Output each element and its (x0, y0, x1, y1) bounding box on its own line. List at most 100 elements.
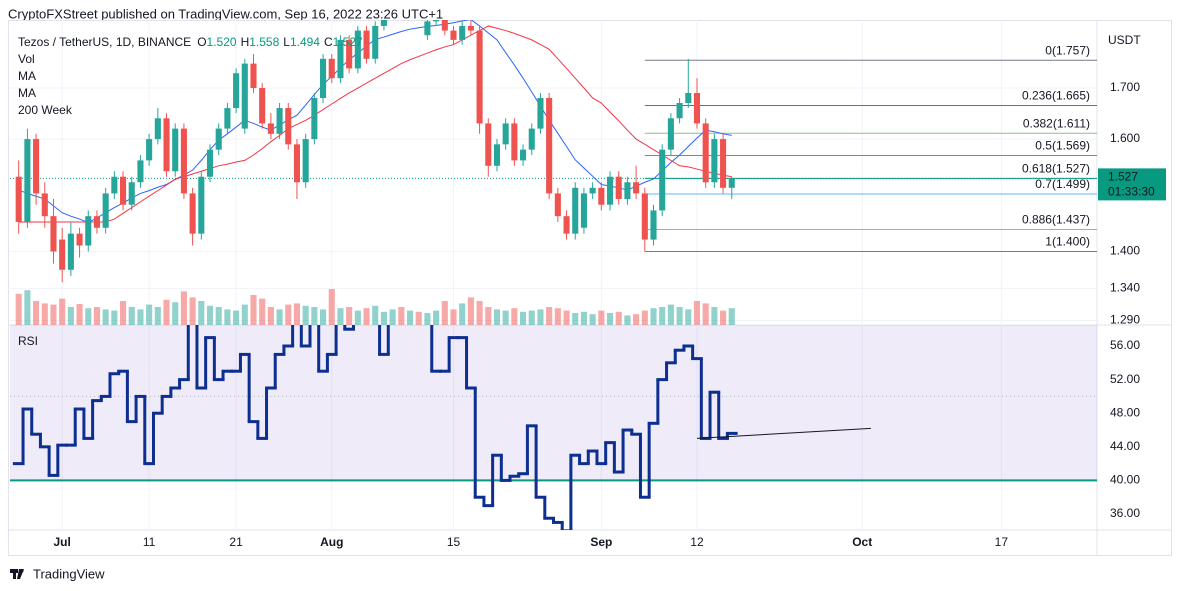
candle-body (24, 139, 31, 222)
volume-bar (59, 298, 66, 325)
volume-bar (320, 309, 327, 325)
candle-body (641, 193, 648, 240)
volume-bar (241, 304, 248, 325)
volume-bar (580, 311, 587, 325)
currency: USDT (1108, 33, 1141, 47)
volume-bar (172, 302, 179, 325)
volume-bar (528, 310, 535, 325)
candle-body (424, 21, 431, 36)
x-tick-label: 17 (995, 535, 1009, 549)
candle-body (363, 30, 370, 59)
volume-bar (406, 310, 414, 325)
volume-bar (546, 307, 553, 325)
y-tick-label: 1.290 (1110, 313, 1140, 327)
candle-body (563, 216, 570, 234)
legend-item: Vol (18, 52, 35, 66)
volume-bar (293, 303, 301, 325)
volume-bar (259, 298, 266, 325)
candle-body (493, 144, 501, 166)
candle-body (520, 149, 527, 161)
volume-bar (676, 307, 683, 325)
candle-body (267, 123, 274, 134)
candle-body (572, 187, 579, 234)
candle-body (311, 97, 318, 140)
candle-body (372, 25, 379, 59)
candle-body (633, 182, 640, 194)
volume-bar (693, 301, 701, 325)
volume-bar (624, 315, 631, 325)
volume-bar (485, 307, 492, 325)
volume-bar (433, 310, 440, 325)
candle-body (467, 25, 474, 31)
y-tick-label: 1.700 (1110, 80, 1140, 94)
candle-body (511, 123, 518, 161)
rsi-pane (10, 325, 1097, 530)
x-tick-label: 21 (229, 535, 243, 549)
x-tick-label: Oct (852, 535, 872, 549)
axes: 1.290 1.340 1.400 1.600 1.700 Jul 11 21 Aug 15 Sep… (54, 80, 1166, 549)
fib-label: 1(1.400) (1045, 235, 1090, 249)
candle-body (702, 123, 709, 183)
legend-item: MA (18, 86, 36, 100)
volume-bar (493, 309, 501, 325)
fib-label: 0(1.757) (1045, 43, 1090, 57)
y-tick-label: 1.340 (1110, 281, 1140, 295)
candle-body (685, 92, 692, 104)
candle-body (146, 139, 153, 161)
volume-bar (380, 311, 387, 325)
volume-bar (276, 309, 283, 325)
volume-bar (424, 313, 431, 325)
fib-label: 0.236(1.665) (1022, 89, 1090, 103)
price-pane: 0(1.757) 0.236(1.665) 0.382(1.611) 0.5(1.56… (10, 20, 1097, 325)
volume-bar (337, 308, 344, 325)
volume-bar (615, 311, 622, 325)
candle-body (354, 30, 361, 69)
volume-bar (189, 297, 196, 325)
candle-body (485, 123, 492, 166)
volume-bar (198, 301, 205, 325)
volume-bar (346, 307, 353, 325)
candle-body (163, 118, 170, 172)
symbol: Tezos / TetherUS, 1D, BINANCE (18, 35, 191, 49)
candle-body (720, 139, 727, 188)
candle-body (172, 128, 179, 172)
candle-body (41, 193, 48, 217)
volume-bar (659, 307, 666, 325)
volume-bar (50, 304, 57, 325)
candle-body (320, 58, 327, 98)
candle-body (241, 63, 248, 129)
volume-bar (137, 309, 144, 325)
candle-body (128, 182, 135, 205)
volume-bar (728, 308, 735, 325)
candle-body (650, 210, 657, 240)
volume-bar (102, 309, 109, 325)
volume-bar (15, 293, 22, 325)
volume-bar (702, 303, 709, 325)
volume-bar (354, 310, 361, 325)
volume-bar (459, 303, 466, 325)
k: O (197, 35, 206, 49)
candle-body (598, 187, 605, 205)
volume-bar (120, 301, 127, 325)
x-tick-label: 11 (143, 535, 156, 549)
volume-bar (24, 290, 31, 325)
candle-body (676, 103, 683, 119)
candle-body (198, 176, 205, 234)
volume-bar (711, 307, 718, 325)
candle-body (302, 139, 309, 183)
v: 1.527 (333, 35, 363, 49)
volume-bar (650, 308, 657, 325)
v: 1.558 (249, 35, 279, 49)
volume-bar (250, 295, 257, 325)
volume-bar (224, 309, 231, 325)
legend-item: MA (18, 69, 36, 83)
candle-body (189, 193, 196, 234)
fib-label: 0.382(1.611) (1023, 116, 1090, 130)
candle-body (215, 128, 222, 150)
candle-body (137, 160, 144, 183)
brand: TradingView (33, 566, 105, 581)
volume-bar (285, 304, 292, 325)
volume-bar (415, 311, 422, 325)
candle-body (537, 97, 544, 129)
ma-line (18, 25, 732, 223)
